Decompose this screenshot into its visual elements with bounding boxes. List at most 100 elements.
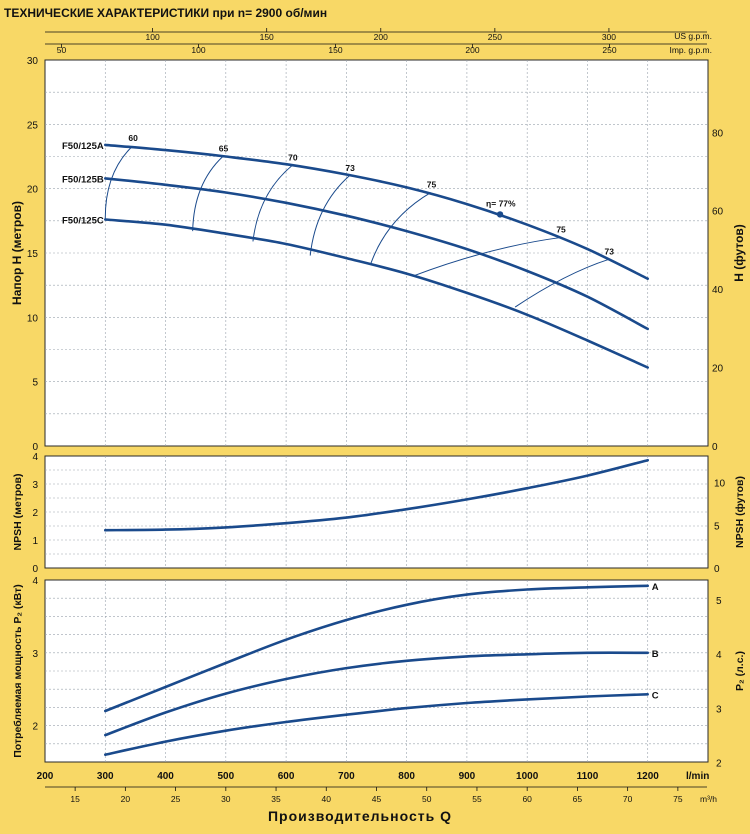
curve-power-2 <box>104 651 649 737</box>
head-ytick-right: 0 <box>712 442 718 453</box>
us-gpm-tick-label: 200 <box>374 32 388 42</box>
m3h-tick-label: 40 <box>322 794 332 804</box>
efficiency-label: 73 <box>345 163 355 173</box>
m3h-tick-label: 30 <box>221 794 231 804</box>
bottom-axis-ticks: 200 300 400 500 600 700 800 900 1000 1100 1200 15 20… <box>37 771 683 804</box>
head-ytick-left: 15 <box>27 249 39 260</box>
efficiency-label: 65 <box>219 144 229 154</box>
lmin-tick-label: 600 <box>278 771 295 782</box>
m3h-tick-label: 60 <box>522 794 532 804</box>
power-series-label: A <box>652 582 659 593</box>
efficiency-isoline <box>370 192 431 265</box>
efficiency-label: 73 <box>605 246 615 256</box>
imp-gpm-unit: Imp. g.p.m. <box>669 45 712 55</box>
power-series-label: B <box>652 649 659 660</box>
head-series-label: F50/125B <box>62 174 104 185</box>
head-series-label: F50/125A <box>62 141 104 152</box>
m3h-tick-label: 65 <box>573 794 583 804</box>
power-panel <box>44 579 709 763</box>
m3h-tick-label: 45 <box>372 794 382 804</box>
power-ytick-left: 4 <box>32 576 38 587</box>
head-ytick-left: 10 <box>27 313 39 324</box>
m3h-tick-label: 15 <box>70 794 80 804</box>
efficiency-label: 70 <box>288 153 298 163</box>
power-ytick-right: 5 <box>716 596 722 607</box>
m3h-tick-label: 55 <box>472 794 482 804</box>
lmin-tick-label: 300 <box>97 771 114 782</box>
lmin-tick-label: 1100 <box>577 771 599 782</box>
efficiency-label: 60 <box>128 133 138 143</box>
head-ytick-left: 5 <box>32 378 38 389</box>
curve-labels-layer: F50/125A F50/125B F50/125C A B C 60 65 70 73 75 η= … <box>62 133 659 701</box>
npsh-ytick-left: 3 <box>32 480 38 491</box>
lmin-tick-label: 1000 <box>516 771 539 782</box>
top-axis-ticks: 100 150 200 250 300 50 100 150 200 250 <box>57 28 617 55</box>
head-ytick-right: 40 <box>712 285 724 296</box>
efficiency-isoline <box>192 156 224 232</box>
efficiency-label: η= 77% <box>486 198 516 208</box>
imp-gpm-tick-label: 150 <box>328 45 342 55</box>
npsh-ytick-left: 2 <box>32 508 38 519</box>
head-ytick-right: 60 <box>712 207 724 218</box>
curve-head-2 <box>104 177 649 331</box>
npsh-ytick-right: 5 <box>714 521 720 532</box>
head-ytick-right: 20 <box>712 364 724 375</box>
power-ylabel-right: P₂ (л.с.) <box>734 651 746 691</box>
us-gpm-unit: US g.p.m. <box>674 31 712 41</box>
lmin-tick-label: 1200 <box>637 771 660 782</box>
m3h-tick-label: 75 <box>673 794 683 804</box>
m3h-tick-label: 20 <box>121 794 131 804</box>
us-gpm-tick-label: 300 <box>602 32 616 42</box>
lmin-tick-label: 400 <box>157 771 174 782</box>
curve-head-1 <box>104 143 649 280</box>
efficiency-isoline <box>104 145 133 220</box>
us-gpm-tick-label: 150 <box>260 32 274 42</box>
power-ytick-right: 2 <box>716 759 722 770</box>
head-ylabel-right: H (футов) <box>732 224 746 282</box>
head-ytick-left: 25 <box>27 120 39 131</box>
m3h-tick-label: 25 <box>171 794 181 804</box>
curve-power-3 <box>104 693 649 756</box>
npsh-ylabel-right: NPSH (футов) <box>734 476 746 548</box>
x-axis-title: Производительность Q <box>268 808 452 824</box>
power-series-label: C <box>652 690 659 701</box>
curve-power-1 <box>104 584 649 713</box>
efficiency-label: 75 <box>556 225 566 235</box>
npsh-ytick-left: 4 <box>32 452 38 463</box>
grid-lines <box>45 60 708 762</box>
npsh-ytick-right: 10 <box>714 479 726 490</box>
efficiency-isoline <box>514 258 609 308</box>
m3h-tick-label: 35 <box>271 794 281 804</box>
lmin-tick-label: 800 <box>398 771 415 782</box>
head-series-label: F50/125C <box>62 216 104 227</box>
lmin-tick-label: 200 <box>37 771 54 782</box>
imp-gpm-tick-label: 50 <box>57 45 67 55</box>
power-ytick-right: 3 <box>716 704 722 715</box>
npsh-ytick-left: 0 <box>32 564 38 575</box>
lmin-tick-label: 700 <box>338 771 355 782</box>
us-gpm-tick-label: 100 <box>146 32 160 42</box>
power-ylabel-left: Потребляемая мощность P₂ (кВт) <box>12 584 24 758</box>
power-ytick-left: 2 <box>32 722 38 733</box>
npsh-ylabel-left: NPSH (метров) <box>12 474 24 551</box>
m3h-unit: m³/h <box>700 794 717 804</box>
curves-layer <box>104 143 649 756</box>
power-ytick-right: 4 <box>716 650 722 661</box>
imp-gpm-tick-label: 250 <box>602 45 616 55</box>
imp-gpm-tick-label: 100 <box>191 45 205 55</box>
us-gpm-tick-label: 250 <box>488 32 502 42</box>
lmin-tick-label: 500 <box>217 771 234 782</box>
npsh-ytick-right: 0 <box>714 564 720 575</box>
npsh-ytick-left: 1 <box>32 536 38 547</box>
efficiency-label: 75 <box>427 180 437 190</box>
m3h-tick-label: 50 <box>422 794 432 804</box>
curve-head-3 <box>104 218 649 369</box>
lmin-tick-label: 900 <box>459 771 476 782</box>
head-ytick-left: 20 <box>27 185 39 196</box>
head-ylabel-left: Напор H (метров) <box>10 201 24 305</box>
imp-gpm-tick-label: 200 <box>465 45 479 55</box>
m3h-tick-label: 70 <box>623 794 633 804</box>
head-ytick-left: 30 <box>27 56 39 67</box>
